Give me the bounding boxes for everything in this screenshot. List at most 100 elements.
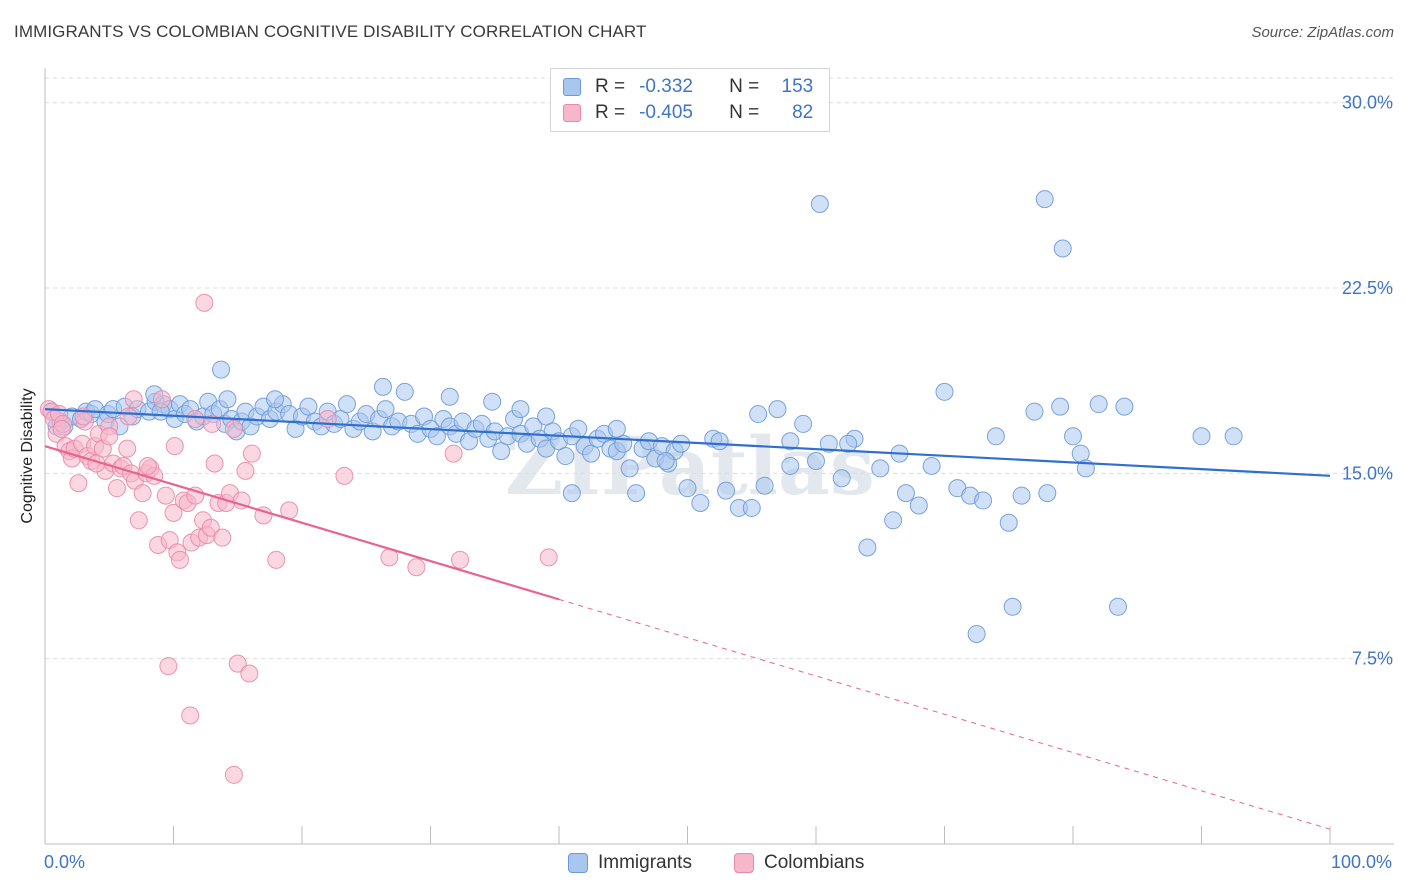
legend-row-immigrants: R = -0.332 N = 153 [563, 75, 813, 99]
immigrants-point [266, 390, 285, 409]
immigrants-legend-swatch [568, 853, 588, 873]
colombians-point [52, 419, 71, 438]
colombians-point [170, 550, 189, 569]
n-value: 82 [792, 102, 814, 123]
colombians-point [407, 558, 426, 577]
immigrants-point [511, 400, 530, 419]
colombians-point [156, 486, 175, 505]
immigrants-point [678, 479, 697, 498]
immigrants-point [218, 390, 237, 409]
immigrants-point [922, 456, 941, 475]
immigrants-point [376, 400, 395, 419]
colombians-point [100, 427, 119, 446]
immigrants-points [42, 190, 1243, 643]
colombians-point [69, 474, 88, 493]
n-label: N = [729, 102, 760, 123]
immigrants-point [839, 434, 858, 453]
immigrants-point [749, 405, 768, 424]
immigrants-point [569, 419, 588, 438]
legend-item-immigrants[interactable]: Immigrants [568, 852, 692, 874]
immigrants-point [656, 452, 675, 470]
colombians-point [138, 456, 157, 475]
x-tick-label-min: 0.0% [44, 852, 86, 872]
immigrants-point [967, 624, 986, 643]
y-tick-label: 15.0% [1342, 463, 1393, 483]
immigrants-point [1192, 427, 1211, 446]
x-tick-label-max: 100.0% [1330, 852, 1392, 872]
immigrants-trend-line [44, 408, 1331, 477]
series-legend: Immigrants Colombians [0, 852, 1406, 878]
colombians-point [203, 414, 222, 433]
immigrants-swatch [563, 78, 581, 96]
immigrants-point [1053, 239, 1072, 258]
colombians-point [119, 407, 138, 426]
colombians-points [39, 293, 558, 784]
immigrants-point [1051, 397, 1070, 416]
immigrants-point [986, 427, 1005, 446]
colombians-trend-line [44, 445, 560, 601]
colombians-point [236, 461, 255, 480]
legend-row-colombians: R = -0.405 N = 82 [563, 101, 813, 125]
colombians-point [164, 503, 183, 522]
r-value: -0.332 [639, 76, 693, 97]
immigrants-point [337, 395, 356, 414]
trend-lines [44, 408, 1331, 830]
n-value: 153 [781, 76, 814, 97]
immigrants-point [810, 195, 829, 214]
colombians-point [267, 550, 286, 569]
immigrants-point [582, 444, 601, 463]
immigrants-point [1012, 486, 1031, 505]
colombians-point [186, 409, 205, 428]
legend-item-colombians[interactable]: Colombians [734, 852, 864, 874]
r-label: R = [595, 76, 626, 97]
immigrants-point [1035, 190, 1054, 209]
axes [44, 68, 1394, 845]
immigrants-point [871, 459, 890, 478]
colombians-point [201, 518, 220, 537]
y-tick-label: 7.5% [1352, 649, 1393, 669]
colombians-point [213, 528, 232, 547]
immigrants-point [483, 392, 502, 411]
immigrants-point [1115, 397, 1134, 416]
immigrants-point [620, 459, 639, 478]
colombians-point [224, 765, 243, 784]
immigrants-point [1038, 484, 1057, 503]
colombians-swatch [563, 104, 581, 122]
immigrants-point [935, 382, 954, 401]
immigrants-point [299, 397, 318, 416]
colombians-point [240, 664, 259, 683]
immigrants-point [832, 469, 851, 488]
colombians-point [118, 439, 137, 458]
colombians-point [232, 491, 251, 510]
colombians-point [165, 437, 184, 456]
legend-label-immigrants: Immigrants [598, 852, 692, 873]
legend-label-colombians: Colombians [764, 852, 865, 873]
immigrants-point [1064, 427, 1082, 446]
colombians-point [205, 454, 224, 473]
immigrants-point [562, 484, 581, 503]
immigrants-point [896, 484, 915, 503]
colombians-point [159, 657, 178, 676]
immigrants-point [395, 382, 414, 401]
immigrants-point [717, 481, 736, 500]
colombians-point [451, 550, 470, 569]
gridlines [45, 77, 1394, 660]
source-label: Source: ZipAtlas.com [1251, 24, 1394, 41]
n-label: N = [729, 76, 760, 97]
colombians-point [242, 444, 261, 463]
immigrants-point [807, 452, 825, 470]
immigrants-point [768, 400, 787, 419]
colombians-point [124, 390, 143, 409]
immigrants-point [627, 484, 646, 503]
immigrants-point [212, 360, 231, 379]
colombians-point [335, 466, 354, 485]
y-tick-label: 30.0% [1342, 93, 1393, 113]
immigrants-point [1025, 402, 1044, 421]
immigrants-point [909, 496, 928, 515]
immigrants-point [819, 434, 838, 453]
immigrants-point [1003, 597, 1022, 616]
colombians-point [152, 390, 171, 409]
immigrants-point [440, 387, 459, 406]
immigrants-point [537, 407, 556, 426]
